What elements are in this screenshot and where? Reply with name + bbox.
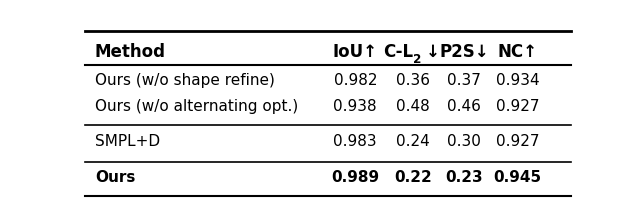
Text: 0.30: 0.30 — [447, 134, 481, 149]
Text: Ours: Ours — [95, 169, 135, 184]
Text: 0.938: 0.938 — [333, 99, 377, 114]
Text: 0.37: 0.37 — [447, 73, 481, 88]
Text: 0.945: 0.945 — [493, 169, 541, 184]
Text: 0.36: 0.36 — [396, 73, 430, 88]
Text: P2S↓: P2S↓ — [440, 43, 489, 61]
Text: 0.983: 0.983 — [333, 134, 377, 149]
Text: 0.24: 0.24 — [396, 134, 430, 149]
Text: 2: 2 — [413, 53, 422, 66]
Text: 0.927: 0.927 — [496, 99, 540, 114]
Text: 0.46: 0.46 — [447, 99, 481, 114]
Text: 0.48: 0.48 — [396, 99, 430, 114]
Text: Ours (w/o alternating opt.): Ours (w/o alternating opt.) — [95, 99, 298, 114]
Text: Method: Method — [95, 43, 166, 61]
Text: C-L: C-L — [383, 43, 413, 61]
Text: 0.982: 0.982 — [333, 73, 377, 88]
Text: 0.927: 0.927 — [496, 134, 540, 149]
Text: ↓: ↓ — [426, 43, 440, 61]
Text: NC↑: NC↑ — [497, 43, 538, 61]
Text: SMPL+D: SMPL+D — [95, 134, 160, 149]
Text: 0.22: 0.22 — [394, 169, 432, 184]
Text: 0.934: 0.934 — [495, 73, 540, 88]
Text: 0.23: 0.23 — [445, 169, 483, 184]
Text: IoU↑: IoU↑ — [333, 43, 378, 61]
Text: Ours (w/o shape refine): Ours (w/o shape refine) — [95, 73, 275, 88]
Text: 0.989: 0.989 — [332, 169, 380, 184]
